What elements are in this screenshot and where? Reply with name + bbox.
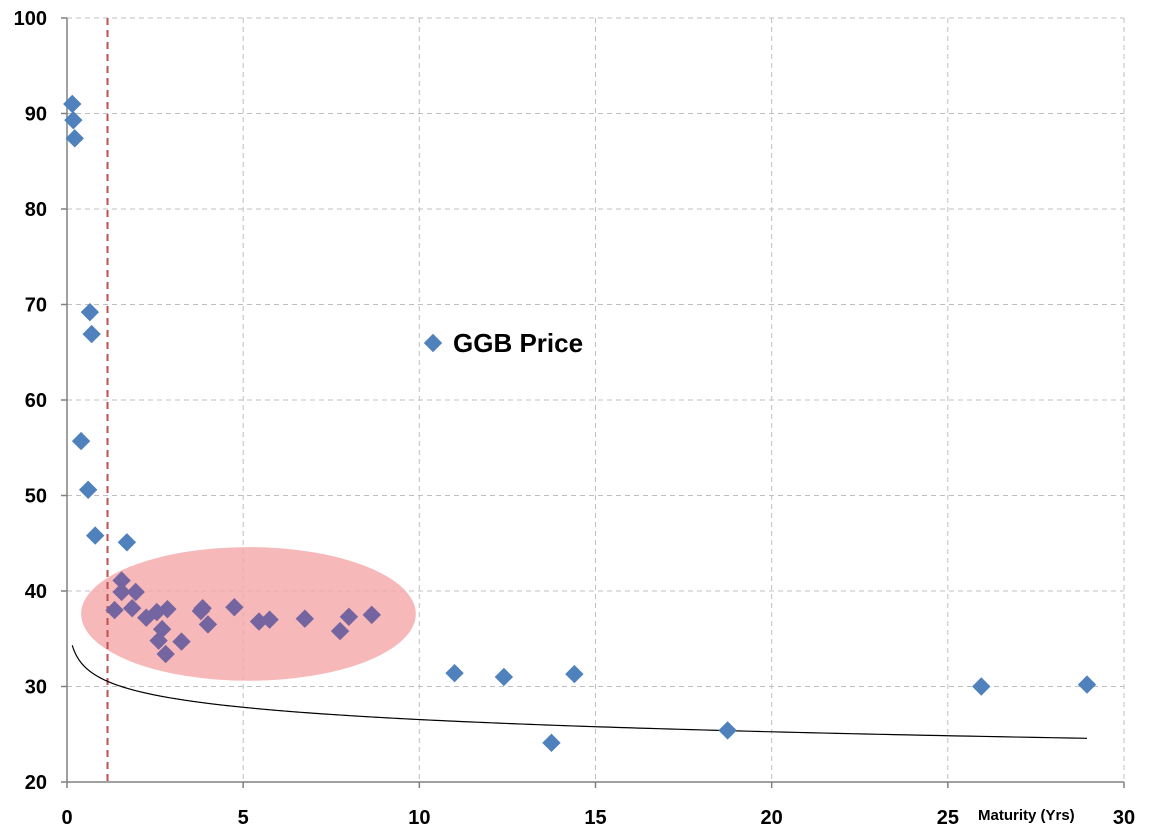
x-tick-label: 20	[761, 807, 783, 829]
data-point	[193, 598, 212, 618]
data-point	[112, 571, 131, 590]
y-tick-label: 80	[25, 199, 47, 221]
trendline	[71, 645, 1088, 739]
y-tick-label: 30	[25, 677, 47, 699]
x-tick-label: 0	[61, 807, 72, 829]
data-point	[126, 582, 145, 602]
x-axis-title: Maturity (Yrs)	[978, 807, 1075, 824]
data-points	[63, 94, 1097, 753]
axes	[61, 17, 1125, 788]
y-tick-label: 20	[25, 772, 47, 794]
data-point	[972, 677, 991, 696]
x-tick-label: 25	[937, 807, 959, 829]
data-point	[1077, 675, 1097, 694]
data-point	[63, 94, 82, 114]
data-point	[295, 609, 315, 628]
data-point	[330, 621, 350, 641]
data-point	[172, 632, 191, 651]
x-tick-label: 15	[584, 807, 606, 829]
data-point	[158, 599, 177, 619]
y-tick-label: 40	[25, 581, 47, 603]
data-point	[445, 663, 464, 683]
y-tick-label: 60	[25, 390, 47, 412]
legend: GGB Price	[423, 328, 583, 358]
data-point	[122, 598, 142, 618]
data-point	[718, 721, 737, 740]
data-point	[225, 598, 244, 617]
data-point	[65, 129, 84, 148]
data-point	[85, 526, 105, 545]
data-point	[71, 431, 91, 451]
data-point	[149, 631, 168, 650]
data-point	[112, 582, 131, 602]
legend-label: GGB Price	[453, 328, 583, 358]
data-point	[82, 324, 101, 344]
tick-labels: 0 5 10 15 20 25 30 20 30 40 50 60 70 80 90 100	[14, 8, 1136, 829]
data-point	[117, 533, 137, 552]
data-point	[156, 644, 175, 664]
x-tick-label: 5	[238, 807, 249, 829]
data-point	[565, 664, 584, 684]
data-point	[64, 110, 83, 130]
data-point	[542, 733, 561, 753]
data-point	[494, 667, 514, 687]
y-tick-label: 100	[14, 8, 47, 30]
x-tick-label: 10	[408, 807, 430, 829]
data-point	[362, 605, 381, 625]
y-tick-label: 90	[25, 104, 47, 126]
data-point	[198, 615, 218, 634]
data-point	[105, 600, 124, 620]
legend-marker-icon	[423, 333, 443, 353]
data-point	[78, 480, 98, 499]
trendline-path	[71, 645, 1088, 739]
data-point	[260, 610, 279, 629]
y-tick-label: 50	[25, 486, 47, 508]
data-point	[80, 302, 100, 322]
y-tick-label: 70	[25, 295, 47, 317]
x-tick-label: 30	[1113, 807, 1135, 829]
data-point	[339, 607, 359, 626]
gridlines	[67, 17, 1125, 782]
